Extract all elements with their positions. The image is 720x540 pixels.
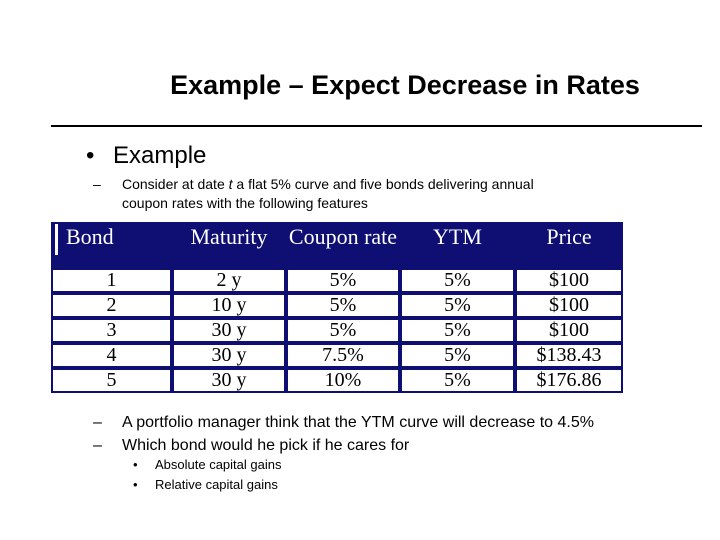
table-cell: 3 <box>51 318 172 343</box>
table-cell: 5 <box>51 368 172 393</box>
table-cell: 30 y <box>172 318 286 343</box>
table-cell: 5% <box>400 293 515 318</box>
header-price: Price <box>515 222 623 268</box>
sub-bullet-portfolio: – A portfolio manager think that the YTM… <box>93 412 594 433</box>
table-cell: 10 y <box>172 293 286 318</box>
table-cell: 7.5% <box>286 343 400 368</box>
sub-bullet-which-bond-text: Which bond would he pick if he cares for <box>122 437 410 454</box>
bullet-dot-marker: • <box>86 142 95 169</box>
table-row: 5 30 y 10% 5% $176.86 <box>51 368 623 393</box>
header-maturity: Maturity <box>172 222 286 268</box>
table-cell: $100 <box>515 293 623 318</box>
italic-t: t <box>228 176 233 192</box>
header-white-sliver <box>55 224 58 255</box>
table-cell: $100 <box>515 268 623 293</box>
sub-bullet-consider-text: Consider at date t a flat 5% curve and f… <box>122 175 670 213</box>
consider-line1: Consider at date t a flat 5% curve and f… <box>122 176 534 192</box>
sub-bullet-which-bond: – Which bond would he pick if he cares f… <box>93 435 409 456</box>
table-cell: 5% <box>400 318 515 343</box>
table-cell: $176.86 <box>515 368 623 393</box>
table-row: 4 30 y 7.5% 5% $138.43 <box>51 343 623 368</box>
bond-table: Bond Maturity Coupon rate YTM Price 1 2 … <box>51 222 623 393</box>
table-row: 2 10 y 5% 5% $100 <box>51 293 623 318</box>
table-header-row: Bond Maturity Coupon rate YTM Price <box>51 222 623 268</box>
sub-bullet-consider: – Consider at date t a flat 5% curve and… <box>93 175 670 213</box>
header-ytm: YTM <box>400 222 515 268</box>
bullet-example-label: Example <box>113 142 207 169</box>
header-bond: Bond <box>51 222 172 268</box>
bullet-absolute-gains-label: Absolute capital gains <box>155 457 282 472</box>
bullet-dot-marker: • <box>133 477 138 492</box>
dash-marker: – <box>93 437 102 454</box>
sub-bullet-portfolio-text: A portfolio manager think that the YTM c… <box>122 414 594 431</box>
table-row: 1 2 y 5% 5% $100 <box>51 268 623 293</box>
consider-line2: coupon rates with the following features <box>122 195 368 211</box>
table-cell: 5% <box>400 343 515 368</box>
header-coupon-rate: Coupon rate <box>286 222 400 268</box>
table-cell: 4 <box>51 343 172 368</box>
table-cell: 30 y <box>172 343 286 368</box>
dash-marker: – <box>93 414 102 431</box>
table-cell: 5% <box>286 318 400 343</box>
table-cell: 5% <box>286 268 400 293</box>
table-cell: 30 y <box>172 368 286 393</box>
dash-marker: – <box>93 176 101 192</box>
table-cell: $100 <box>515 318 623 343</box>
table-cell: $138.43 <box>515 343 623 368</box>
table-cell: 1 <box>51 268 172 293</box>
table-cell: 5% <box>286 293 400 318</box>
table-row: 3 30 y 5% 5% $100 <box>51 318 623 343</box>
bullet-relative-gains-label: Relative capital gains <box>155 477 278 492</box>
slide-title: Example – Expect Decrease in Rates <box>170 70 640 100</box>
table-cell: 2 y <box>172 268 286 293</box>
table-cell: 5% <box>400 268 515 293</box>
table-cell: 2 <box>51 293 172 318</box>
bullet-absolute-gains: • Absolute capital gains <box>133 456 281 473</box>
bullet-relative-gains: • Relative capital gains <box>133 476 278 493</box>
bullet-example: • Example <box>86 143 206 169</box>
table-cell: 5% <box>400 368 515 393</box>
table-cell: 10% <box>286 368 400 393</box>
title-divider-line <box>51 125 702 127</box>
bullet-dot-marker: • <box>133 457 138 472</box>
